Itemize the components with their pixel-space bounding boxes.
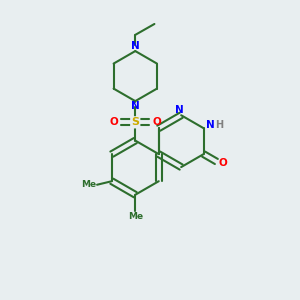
Text: O: O xyxy=(152,117,161,127)
Text: Me: Me xyxy=(128,212,143,221)
Text: Me: Me xyxy=(81,180,96,189)
Text: H: H xyxy=(215,120,223,130)
Text: N: N xyxy=(206,120,214,130)
Text: N: N xyxy=(131,41,140,51)
Text: N: N xyxy=(131,100,140,110)
Text: N: N xyxy=(175,105,184,115)
Text: S: S xyxy=(131,117,139,127)
Text: O: O xyxy=(218,158,227,168)
Text: O: O xyxy=(110,117,118,127)
